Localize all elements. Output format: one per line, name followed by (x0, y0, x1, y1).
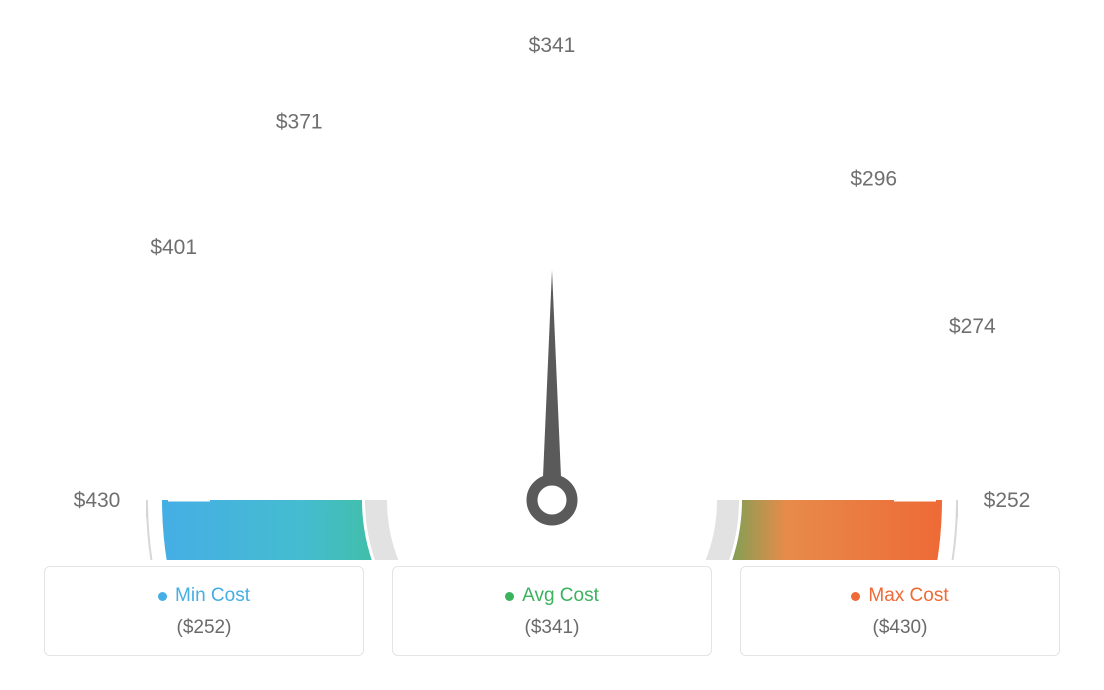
legend-dot-min (158, 592, 167, 601)
legend-card-min: Min Cost ($252) (44, 566, 364, 656)
legend-value-min: ($252) (55, 617, 353, 639)
legend-dot-avg (505, 592, 514, 601)
legend-label-avg: Avg Cost (522, 585, 599, 607)
legend-label-row: Avg Cost (403, 585, 701, 607)
legend-label-row: Min Cost (55, 585, 353, 607)
legend-card-max: Max Cost ($430) (740, 566, 1060, 656)
gauge-chart: $252 $274 $296 $341 $371 $401 $430 (0, 0, 1104, 560)
legend-value-max: ($430) (751, 617, 1049, 639)
legend-card-avg: Avg Cost ($341) (392, 566, 712, 656)
legend-label-min: Min Cost (175, 585, 250, 607)
svg-text:$296: $296 (850, 167, 897, 190)
gauge-svg: $252 $274 $296 $341 $371 $401 $430 (0, 0, 1104, 560)
legend-value-avg: ($341) (403, 617, 701, 639)
svg-text:$252: $252 (984, 489, 1031, 512)
legend-label-row: Max Cost (751, 585, 1049, 607)
svg-text:$274: $274 (949, 315, 996, 338)
svg-text:$430: $430 (74, 489, 121, 512)
svg-text:$371: $371 (276, 111, 323, 134)
legend-dot-max (851, 592, 860, 601)
legend-row: Min Cost ($252) Avg Cost ($341) Max Cost… (0, 566, 1104, 656)
svg-text:$341: $341 (529, 34, 576, 57)
legend-label-max: Max Cost (868, 585, 948, 607)
svg-text:$401: $401 (150, 236, 197, 259)
